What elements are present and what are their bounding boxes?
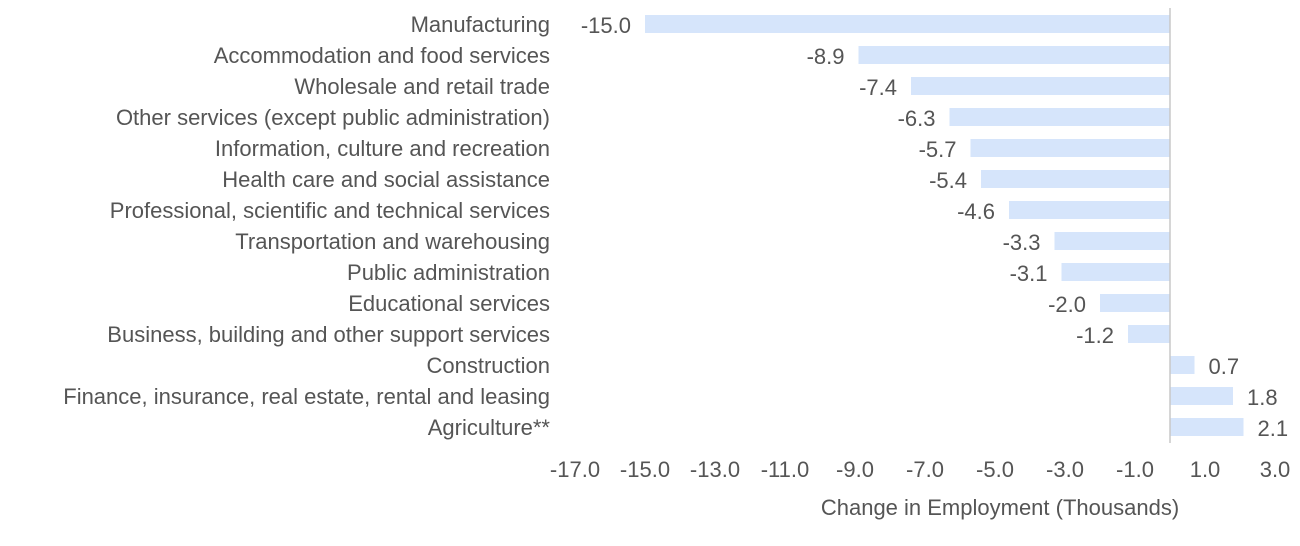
category-label: Construction [426,353,550,378]
category-label: Public administration [347,260,550,285]
bar [858,46,1170,64]
x-axis-title: Change in Employment (Thousands) [821,495,1179,520]
category-label: Professional, scientific and technical s… [110,198,550,223]
category-label: Information, culture and recreation [215,136,550,161]
x-tick-label: -7.0 [906,457,944,482]
data-label: 0.7 [1209,354,1240,379]
data-label: -3.1 [1010,261,1048,286]
x-tick-label: -17.0 [550,457,600,482]
bars-layer [645,15,1244,436]
x-tick-label: -11.0 [761,457,810,482]
bar [970,139,1170,157]
bar [1054,232,1170,250]
bar [1100,294,1170,312]
data-label: 1.8 [1247,385,1278,410]
data-label: -7.4 [859,75,897,100]
data-label: -6.3 [898,106,936,131]
x-tick-label: 1.0 [1190,457,1221,482]
data-label: -5.7 [919,137,957,162]
x-tick-label: -13.0 [690,457,740,482]
x-tick-label: 3.0 [1260,457,1291,482]
x-axis-ticks: -17.0 -15.0 -13.0 -11.0 -9.0 -7.0 -5.0 -3.0 -1.0… [550,457,1290,482]
x-tick-label: -3.0 [1046,457,1084,482]
data-label: -5.4 [929,168,967,193]
data-label: -2.0 [1048,292,1086,317]
bar [911,77,1170,95]
bar [1170,418,1244,436]
category-labels: Manufacturing Accommodation and food serv… [63,12,550,440]
bar [949,108,1170,126]
x-tick-label: -9.0 [836,457,874,482]
value-labels: -15.0 -8.9 -7.4-6.3 -5.7 -5.4 -4.6 -3.3 -3.1-2.… [581,13,1288,441]
bar [981,170,1170,188]
bar [1128,325,1170,343]
category-label: Agriculture** [428,415,551,440]
bar [1170,387,1233,405]
category-label: Manufacturing [411,12,550,37]
category-label: Educational services [348,291,550,316]
data-label: -3.3 [1003,230,1041,255]
data-label: -15.0 [581,13,631,38]
category-label: Transportation and warehousing [235,229,550,254]
category-label: Wholesale and retail trade [294,74,550,99]
x-tick-label: -15.0 [620,457,670,482]
data-label: -8.9 [807,44,845,69]
bar [1061,263,1170,281]
category-label: Other services (except public administra… [116,105,550,130]
category-label: Business, building and other support ser… [107,322,550,347]
bar [645,15,1170,33]
x-tick-label: -1.0 [1116,457,1154,482]
x-tick-label: -5.0 [976,457,1014,482]
bar [1170,356,1195,374]
bar [1009,201,1170,219]
category-label: Health care and social assistance [222,167,550,192]
data-label: -4.6 [957,199,995,224]
data-label: 2.1 [1258,416,1289,441]
category-label: Finance, insurance, real estate, rental … [63,384,550,409]
data-label: -1.2 [1076,323,1114,348]
category-label: Accommodation and food services [214,43,550,68]
